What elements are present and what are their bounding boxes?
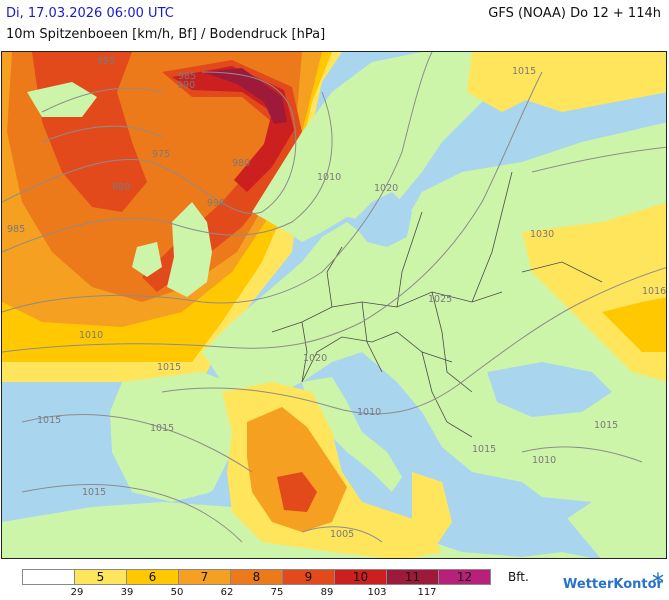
- legend-bin-label: 5: [96, 570, 105, 584]
- isobar-label: 985: [178, 71, 196, 82]
- gust-core-11bft: [202, 68, 287, 124]
- legend-bin: 5: [74, 569, 127, 585]
- legend-tick: 50: [170, 587, 184, 598]
- gust-zone-7bft-mediterranean: [247, 407, 347, 532]
- land-scandinavia: [252, 52, 502, 242]
- land-iceland: [27, 82, 97, 117]
- legend-bin-label: 10: [352, 570, 369, 584]
- legend-bin: 10: [334, 569, 387, 585]
- isobar-label: 980: [112, 182, 130, 193]
- legend-tick: 62: [220, 587, 234, 598]
- legend-tick: 29: [70, 587, 84, 598]
- gust-patches-south: [222, 52, 666, 558]
- isobar-label: 1015: [37, 415, 61, 426]
- isobar-label: 1015: [512, 66, 536, 77]
- legend-bin-label: 11: [404, 570, 421, 584]
- gust-zone-5bft-greece: [412, 472, 452, 552]
- isobar-label: 1010: [79, 330, 103, 341]
- isobar-label: 1005: [330, 529, 354, 540]
- adriatic-sea: [342, 382, 392, 437]
- land-turkey: [472, 422, 666, 497]
- weather-map: 995 985 990 975 980 980 985 990 1010 102…: [1, 51, 667, 559]
- legend-bin-label: 7: [200, 570, 209, 584]
- forecast-valid-time: Di, 17.03.2026 06:00 UTC: [6, 6, 174, 21]
- isobar-label: 1015: [594, 420, 618, 431]
- legend-bin-label: 12: [456, 570, 473, 584]
- gust-zone-5bft-finland: [467, 52, 562, 112]
- legend-bin: 9: [282, 569, 335, 585]
- model-run-info: GFS (NOAA) Do 12 + 114h: [488, 6, 661, 21]
- isobars: [2, 52, 666, 543]
- isobar-label: 1025: [428, 294, 452, 305]
- legend-tick: 75: [270, 587, 284, 598]
- gust-zone-6bft-east: [602, 297, 666, 352]
- legend-bin: [22, 569, 75, 585]
- isobar-label: 975: [152, 149, 170, 160]
- isobar-label: 1030: [530, 229, 554, 240]
- gust-zone-9bft-tyrrhenian: [277, 472, 317, 512]
- isobar-label: 1010: [317, 172, 341, 183]
- legend-tick: 39: [120, 587, 134, 598]
- legend-unit: Bft.: [508, 570, 529, 584]
- legend-tick: 89: [320, 587, 334, 598]
- black-sea: [487, 362, 612, 417]
- isobar-label: 1010: [357, 407, 381, 418]
- isobar-label: 995: [97, 56, 115, 67]
- isobar-label: 990: [207, 198, 225, 209]
- legend-tick: 103: [367, 587, 387, 598]
- legend-bin: 11: [386, 569, 439, 585]
- legend-tick: 117: [417, 587, 437, 598]
- isobar-label: 1015: [150, 423, 174, 434]
- isobar-label: 1010: [532, 455, 556, 466]
- legend-bin: 8: [230, 569, 283, 585]
- gust-legend: 5 6 7 8 9 10 11 12: [22, 569, 491, 585]
- country-borders: [271, 171, 603, 438]
- isobar-label: 985: [7, 224, 25, 235]
- legend-bin-label: 8: [252, 570, 261, 584]
- isobar-label: 1020: [303, 353, 327, 364]
- isobar-label: 1015: [472, 444, 496, 455]
- isobar-label: 1015: [157, 362, 181, 373]
- isobar-label: 1015: [82, 487, 106, 498]
- legend-bin: 7: [178, 569, 231, 585]
- legend-bin: 12: [438, 569, 491, 585]
- map-canvas: 995 985 990 975 980 980 985 990 1010 102…: [2, 52, 666, 558]
- map-title: 10m Spitzenboeen [km/h, Bf] / Bodendruck…: [6, 27, 326, 42]
- land-ireland: [132, 242, 162, 277]
- land-iberia: [110, 372, 252, 502]
- isobar-label: 980: [232, 158, 250, 169]
- baltic-sea: [352, 192, 412, 247]
- legend-bin-label: 9: [304, 570, 313, 584]
- isobar-label: 990: [177, 80, 195, 91]
- brand-logo: WetterKontor: [563, 577, 663, 592]
- legend-bin: 6: [126, 569, 179, 585]
- isobar-labels: 995 985 990 975 980 980 985 990 1010 102…: [7, 56, 666, 540]
- legend-bin-label: 6: [148, 570, 157, 584]
- isobar-label: 1020: [374, 183, 398, 194]
- snowflake-icon: [652, 572, 664, 584]
- isobar-label: 1016: [642, 286, 666, 297]
